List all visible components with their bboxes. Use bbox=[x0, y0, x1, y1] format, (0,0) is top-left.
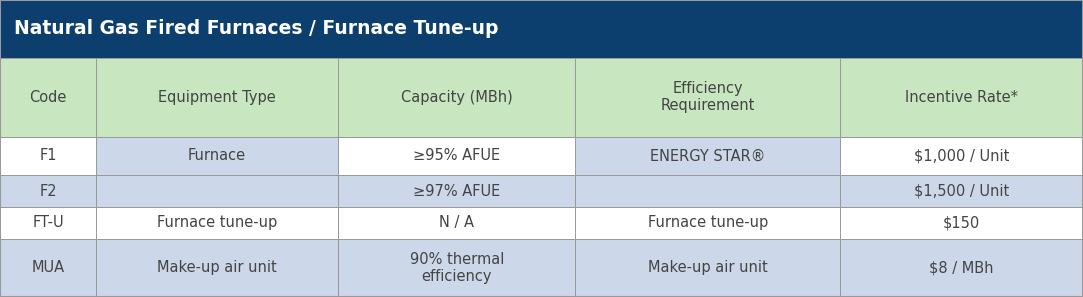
Text: Furnace tune-up: Furnace tune-up bbox=[157, 215, 277, 230]
Bar bbox=[840, 175, 1083, 207]
Bar bbox=[575, 207, 840, 239]
Bar bbox=[338, 239, 575, 297]
Bar bbox=[0, 207, 96, 239]
Bar bbox=[96, 207, 338, 239]
Bar bbox=[96, 58, 338, 137]
Bar bbox=[96, 175, 338, 207]
Text: F2: F2 bbox=[39, 184, 56, 199]
Bar bbox=[840, 239, 1083, 297]
Text: 90% thermal
efficiency: 90% thermal efficiency bbox=[409, 252, 504, 284]
Bar bbox=[840, 137, 1083, 175]
Text: Natural Gas Fired Furnaces / Furnace Tune-up: Natural Gas Fired Furnaces / Furnace Tun… bbox=[14, 20, 498, 38]
Bar bbox=[0, 137, 96, 175]
Bar bbox=[96, 239, 338, 297]
Text: MUA: MUA bbox=[31, 260, 65, 275]
Text: $1,500 / Unit: $1,500 / Unit bbox=[914, 184, 1009, 199]
Text: Make-up air unit: Make-up air unit bbox=[648, 260, 768, 275]
Text: F1: F1 bbox=[39, 148, 56, 163]
Text: Furnace tune-up: Furnace tune-up bbox=[648, 215, 768, 230]
Text: Capacity (MBh): Capacity (MBh) bbox=[401, 90, 512, 105]
Bar bbox=[0, 239, 96, 297]
Text: $150: $150 bbox=[943, 215, 980, 230]
Bar bbox=[338, 58, 575, 137]
Bar bbox=[338, 137, 575, 175]
Bar bbox=[575, 137, 840, 175]
Bar bbox=[0, 175, 96, 207]
Text: Furnace: Furnace bbox=[188, 148, 246, 163]
Bar bbox=[575, 239, 840, 297]
Bar bbox=[338, 175, 575, 207]
Text: $1,000 / Unit: $1,000 / Unit bbox=[914, 148, 1009, 163]
Bar bbox=[575, 175, 840, 207]
Bar bbox=[840, 207, 1083, 239]
Text: ENERGY STAR®: ENERGY STAR® bbox=[650, 148, 766, 163]
Text: $8 / MBh: $8 / MBh bbox=[929, 260, 994, 275]
Text: Equipment Type: Equipment Type bbox=[158, 90, 276, 105]
Bar bbox=[575, 58, 840, 137]
Text: Incentive Rate*: Incentive Rate* bbox=[905, 90, 1018, 105]
Bar bbox=[0, 0, 1083, 58]
Bar bbox=[840, 58, 1083, 137]
Bar bbox=[338, 207, 575, 239]
Text: ≥95% AFUE: ≥95% AFUE bbox=[414, 148, 500, 163]
Bar bbox=[0, 58, 96, 137]
Text: N / A: N / A bbox=[440, 215, 474, 230]
Text: FT-U: FT-U bbox=[32, 215, 64, 230]
Text: Code: Code bbox=[29, 90, 67, 105]
Bar bbox=[96, 137, 338, 175]
Text: ≥97% AFUE: ≥97% AFUE bbox=[414, 184, 500, 199]
Text: Make-up air unit: Make-up air unit bbox=[157, 260, 277, 275]
Text: Efficiency
Requirement: Efficiency Requirement bbox=[661, 81, 755, 113]
